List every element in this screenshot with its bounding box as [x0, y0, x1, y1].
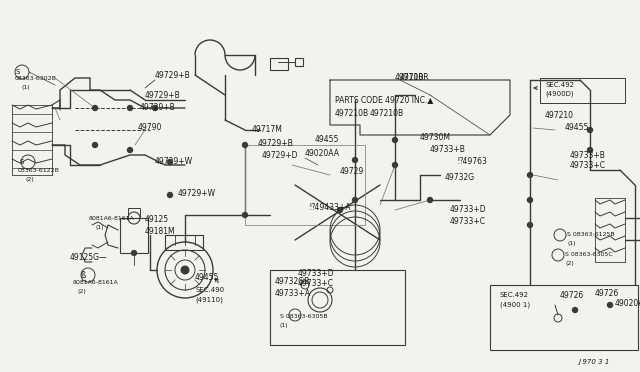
- Text: (1): (1): [280, 323, 289, 327]
- Text: S 08363-6305C: S 08363-6305C: [565, 253, 612, 257]
- Text: 49729+W: 49729+W: [178, 189, 216, 198]
- Text: (1): (1): [22, 84, 31, 90]
- Text: 08363-6122B: 08363-6122B: [18, 167, 60, 173]
- Text: S 08363-6125B: S 08363-6125B: [567, 232, 614, 237]
- Text: (2): (2): [565, 260, 573, 266]
- Circle shape: [527, 222, 532, 228]
- Text: 49726: 49726: [595, 289, 620, 298]
- Text: S: S: [15, 69, 19, 75]
- Text: 49710R: 49710R: [395, 74, 424, 83]
- Circle shape: [527, 198, 532, 202]
- Circle shape: [168, 192, 173, 198]
- Text: 49733+D: 49733+D: [450, 205, 486, 215]
- Text: ß081A6-8161A: ß081A6-8161A: [72, 280, 118, 285]
- Text: ß081A6-8161A: ß081A6-8161A: [88, 215, 134, 221]
- Circle shape: [392, 138, 397, 142]
- Text: 49455: 49455: [565, 124, 589, 132]
- Text: 49733+C: 49733+C: [570, 160, 606, 170]
- Text: 49733+C: 49733+C: [450, 218, 486, 227]
- Bar: [120, 218, 148, 253]
- Text: S: S: [20, 159, 24, 165]
- Text: PARTS CODE 49720 INC.▲: PARTS CODE 49720 INC.▲: [335, 96, 433, 105]
- Circle shape: [337, 208, 342, 212]
- Text: 49020AA: 49020AA: [305, 150, 340, 158]
- Text: J 970 3 1: J 970 3 1: [579, 359, 610, 365]
- Bar: [540, 78, 625, 103]
- Text: (1): (1): [567, 241, 575, 246]
- Circle shape: [127, 148, 132, 153]
- Circle shape: [588, 128, 593, 132]
- Circle shape: [152, 106, 157, 110]
- Circle shape: [181, 266, 189, 274]
- Bar: [165, 235, 203, 250]
- Text: SEC.492: SEC.492: [545, 82, 574, 88]
- Text: 49181M: 49181M: [145, 228, 175, 237]
- Text: (2): (2): [25, 176, 34, 182]
- Text: 49790: 49790: [138, 124, 163, 132]
- Text: 497210B: 497210B: [370, 109, 404, 118]
- Circle shape: [93, 106, 97, 110]
- Circle shape: [573, 308, 577, 312]
- Bar: [270, 58, 288, 70]
- Circle shape: [607, 302, 612, 308]
- Text: 49729+B: 49729+B: [258, 140, 294, 148]
- Text: SEC.490: SEC.490: [195, 287, 224, 293]
- Text: ⁉49763: ⁉49763: [458, 157, 488, 167]
- Text: (4900 1): (4900 1): [500, 302, 530, 308]
- Text: ß: ß: [80, 270, 85, 279]
- Text: 49733+C: 49733+C: [298, 279, 334, 288]
- Text: (2): (2): [78, 289, 87, 295]
- Text: 49729: 49729: [340, 167, 364, 176]
- Bar: [128, 208, 140, 218]
- Text: SEC.492: SEC.492: [500, 292, 529, 298]
- Circle shape: [131, 250, 136, 256]
- Text: 49020A: 49020A: [615, 298, 640, 308]
- Text: 08363-6302B: 08363-6302B: [15, 76, 57, 80]
- Bar: [270, 270, 405, 345]
- Circle shape: [127, 106, 132, 110]
- Text: 49455: 49455: [315, 135, 339, 144]
- Text: 49455: 49455: [195, 273, 220, 282]
- Circle shape: [588, 148, 593, 153]
- Text: 497210: 497210: [545, 110, 574, 119]
- Text: 49729+B: 49729+B: [155, 71, 191, 80]
- Text: 49733+A: 49733+A: [275, 289, 311, 298]
- Text: 49717M: 49717M: [252, 125, 283, 135]
- Text: (1): (1): [95, 225, 104, 231]
- Text: 49125: 49125: [145, 215, 169, 224]
- Bar: [490, 285, 638, 350]
- Circle shape: [243, 212, 248, 218]
- Text: 49710R: 49710R: [400, 73, 429, 81]
- Text: 49733+B: 49733+B: [570, 151, 606, 160]
- Circle shape: [392, 163, 397, 167]
- Text: (49110): (49110): [195, 297, 223, 303]
- Text: 497210B: 497210B: [335, 109, 369, 118]
- Bar: [245, 145, 365, 225]
- Text: 49729+D: 49729+D: [262, 151, 298, 160]
- Bar: [295, 58, 303, 66]
- Circle shape: [428, 198, 433, 202]
- Text: ⁉49433+A: ⁉49433+A: [310, 202, 351, 212]
- Text: 49733+B: 49733+B: [430, 145, 466, 154]
- Text: (4900D): (4900D): [545, 91, 573, 97]
- Text: 49729+W: 49729+W: [155, 157, 193, 167]
- Text: 49729+B: 49729+B: [145, 90, 180, 99]
- Text: 49730M: 49730M: [420, 134, 451, 142]
- Circle shape: [93, 142, 97, 148]
- Text: 49732GB: 49732GB: [275, 278, 310, 286]
- Text: S 08363-6305B: S 08363-6305B: [280, 314, 328, 318]
- Text: 49732G: 49732G: [445, 173, 475, 182]
- Circle shape: [243, 142, 248, 148]
- Text: 49726: 49726: [560, 291, 584, 299]
- Text: 49125G—: 49125G—: [70, 253, 108, 263]
- Text: 49733+D: 49733+D: [298, 269, 335, 278]
- Circle shape: [353, 157, 358, 163]
- Circle shape: [353, 198, 358, 202]
- Text: 49729+B: 49729+B: [140, 103, 176, 112]
- Circle shape: [168, 160, 173, 164]
- Circle shape: [527, 173, 532, 177]
